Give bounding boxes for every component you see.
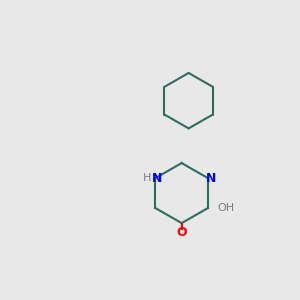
Text: H: H — [142, 173, 151, 183]
Text: N: N — [206, 172, 217, 184]
Text: OH: OH — [217, 203, 234, 213]
Text: N: N — [152, 172, 162, 184]
Text: O: O — [176, 226, 187, 239]
